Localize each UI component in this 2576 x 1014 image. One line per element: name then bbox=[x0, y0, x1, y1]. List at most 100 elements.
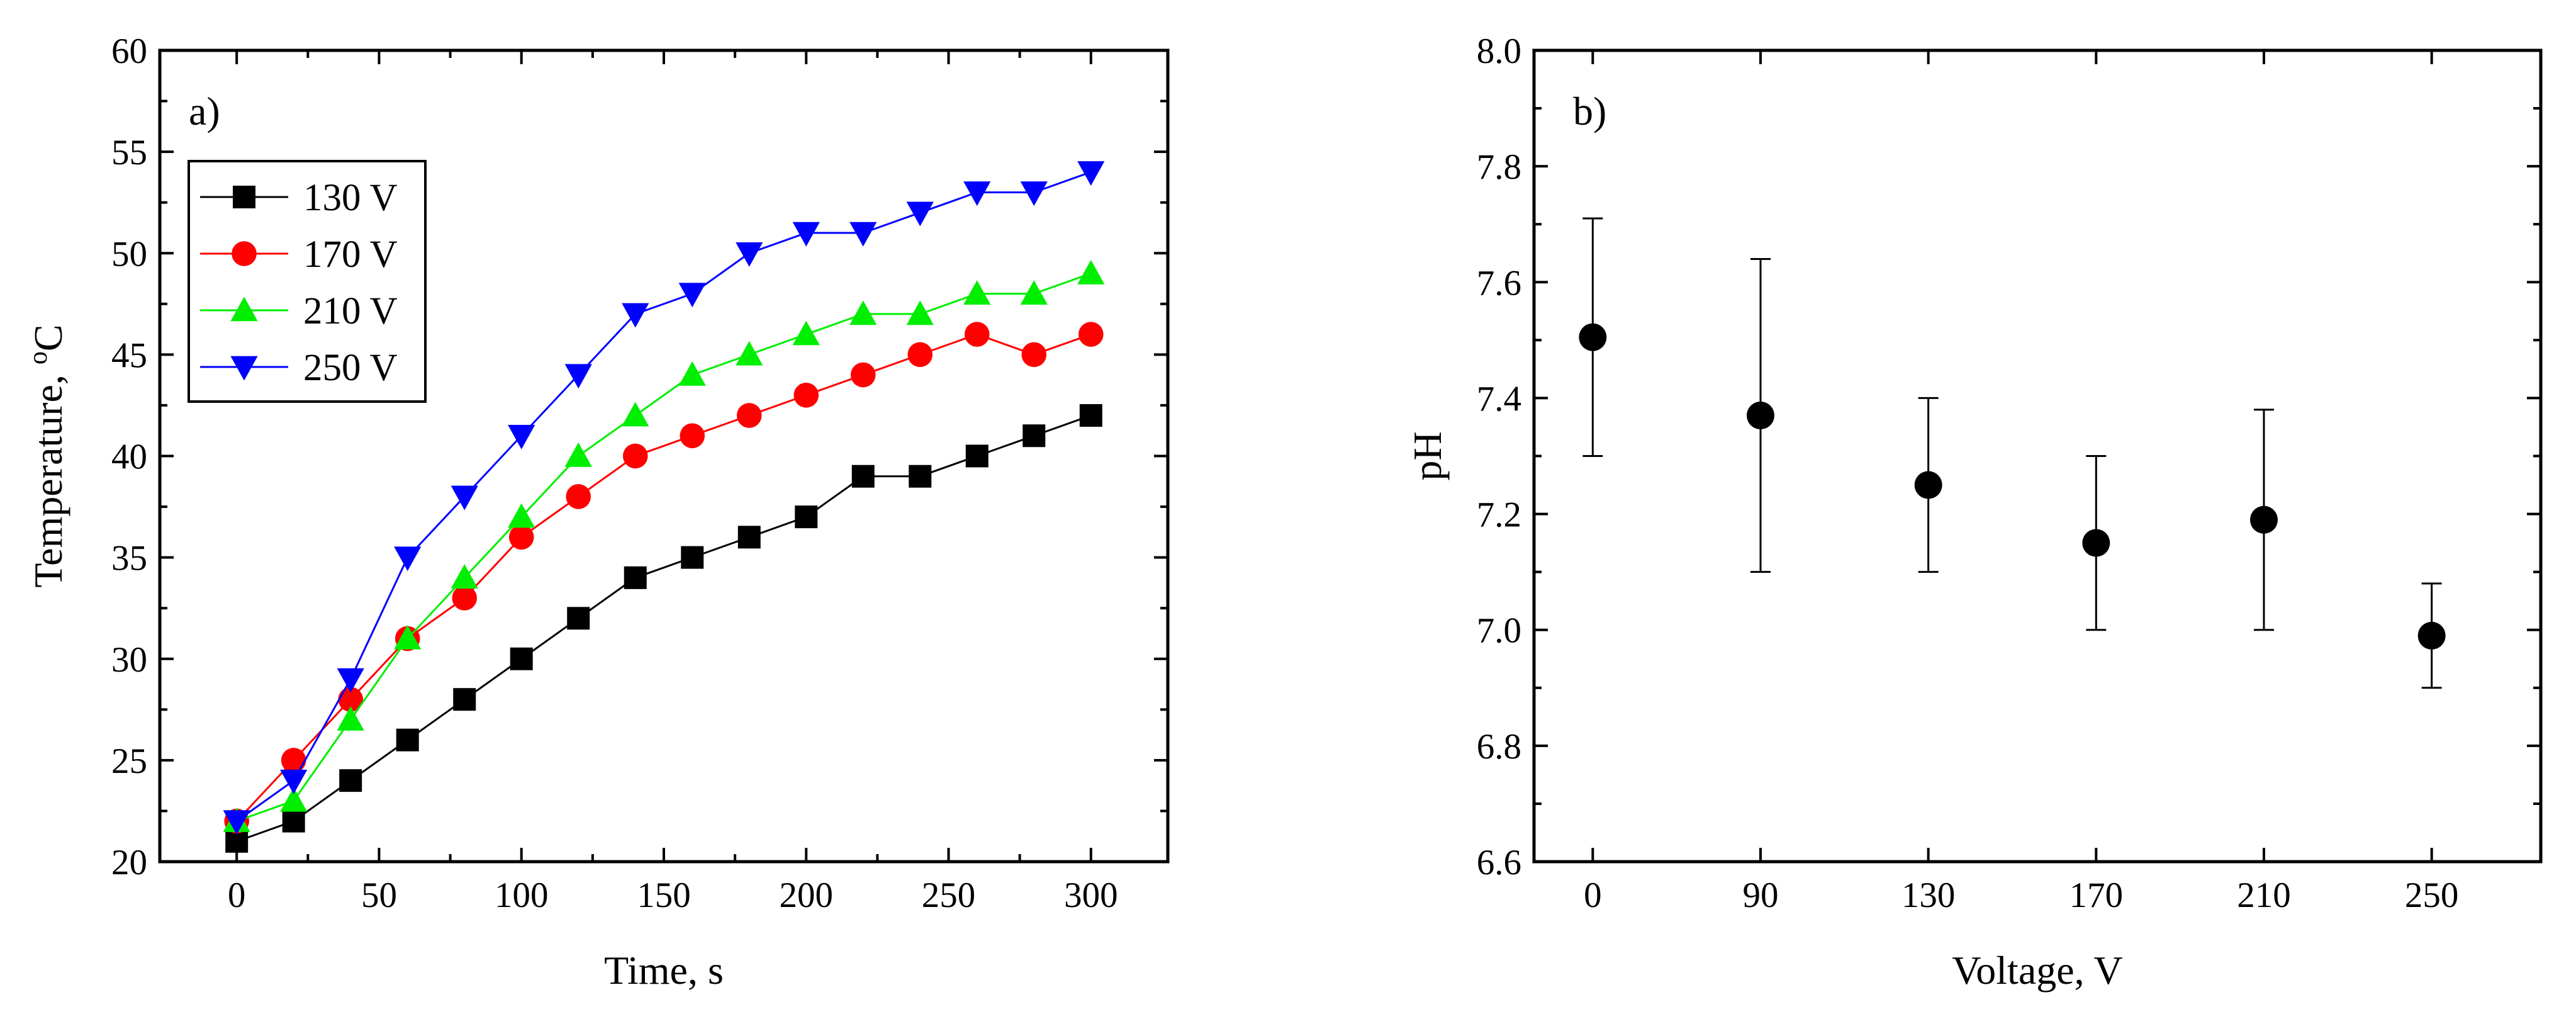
data-point-250v bbox=[963, 181, 991, 206]
data-point-210v bbox=[508, 503, 535, 528]
legend-marker bbox=[232, 241, 257, 266]
data-point-250v bbox=[792, 222, 820, 247]
data-point-210v bbox=[906, 300, 934, 325]
data-point-130v bbox=[909, 465, 932, 488]
x-tick-label: 300 bbox=[1064, 876, 1118, 915]
y-tick-label: 55 bbox=[111, 133, 147, 172]
data-point-210v bbox=[451, 564, 478, 589]
y-tick-label: 40 bbox=[111, 437, 147, 477]
y-axis-label: pH bbox=[1405, 431, 1450, 480]
y-tick-label: 6.6 bbox=[1477, 843, 1521, 882]
data-point-250v bbox=[1077, 161, 1105, 186]
x-tick-label: 200 bbox=[780, 876, 834, 915]
data-point-170v bbox=[1078, 322, 1104, 347]
data-point-210v bbox=[1077, 259, 1105, 284]
data-point-210v bbox=[849, 300, 877, 325]
x-tick-label: 100 bbox=[495, 876, 549, 915]
data-point-210v bbox=[1020, 280, 1048, 305]
panel-label: a) bbox=[189, 89, 220, 133]
data-point-130v bbox=[795, 505, 818, 529]
data-point-170v bbox=[907, 342, 933, 368]
legend-label: 250 V bbox=[303, 347, 398, 389]
data-point-130v bbox=[737, 526, 761, 549]
data-point-130v bbox=[567, 607, 590, 630]
chart-temperature-vs-time: 0 50 100 150 200 250 300 20 25 30 35 40 45 50 55 60 Time… bbox=[24, 31, 1170, 993]
data-point-250v bbox=[337, 668, 364, 693]
data-point-210v bbox=[736, 341, 763, 366]
y-tick-label: 50 bbox=[111, 234, 147, 274]
data-point-170v bbox=[281, 748, 306, 773]
data-point-210v bbox=[622, 402, 649, 427]
data-point-250v bbox=[906, 201, 934, 227]
data-point-130v bbox=[453, 688, 476, 711]
legend-label: 170 V bbox=[303, 234, 398, 276]
data-point bbox=[2082, 529, 2110, 557]
data-point-250v bbox=[622, 303, 649, 328]
data-point-250v bbox=[280, 769, 308, 794]
data-point-170v bbox=[736, 403, 762, 428]
series-line-170v bbox=[236, 333, 1092, 822]
y-tick-label: 7.8 bbox=[1477, 147, 1521, 187]
data-point-170v bbox=[508, 524, 534, 550]
data-point-170v bbox=[793, 383, 819, 408]
y-tick-label: 6.8 bbox=[1477, 727, 1521, 767]
data-point-130v bbox=[396, 728, 419, 752]
data-point-170v bbox=[964, 322, 990, 347]
x-tick-label: 250 bbox=[922, 876, 976, 915]
data-point-130v bbox=[339, 769, 362, 792]
data-point-130v bbox=[624, 566, 647, 589]
y-tick-label: 7.0 bbox=[1477, 611, 1521, 651]
y-tick-label: 7.6 bbox=[1477, 263, 1521, 303]
data-point-170v bbox=[452, 585, 478, 611]
data-point-250v bbox=[678, 283, 706, 308]
legend-marker bbox=[230, 356, 258, 381]
data-point-250v bbox=[849, 222, 877, 247]
data-point-130v bbox=[681, 546, 704, 569]
x-tick-label: 50 bbox=[361, 876, 397, 915]
data-point-170v bbox=[338, 687, 364, 712]
data-point-250v bbox=[394, 546, 422, 572]
data-point-250v bbox=[1020, 181, 1048, 206]
legend: 130 V 170 V 210 V 250 V bbox=[188, 160, 427, 403]
x-axis-label: Voltage, V bbox=[1952, 948, 2122, 993]
x-tick-label: 0 bbox=[1584, 876, 1602, 915]
data-point-210v bbox=[564, 442, 592, 467]
x-tick-label: 90 bbox=[1743, 876, 1779, 915]
data-point-170v bbox=[1021, 342, 1047, 368]
data-point-130v bbox=[1079, 404, 1102, 427]
legend-label: 210 V bbox=[303, 290, 398, 332]
data-point-250v bbox=[451, 485, 478, 510]
legend-marker bbox=[233, 186, 255, 208]
data-point-130v bbox=[510, 647, 533, 670]
x-tick-label: 250 bbox=[2405, 876, 2459, 915]
y-tick-label: 45 bbox=[111, 335, 147, 375]
data-point-210v bbox=[678, 361, 706, 386]
data-point-210v bbox=[792, 320, 820, 346]
y-tick-label: 20 bbox=[111, 843, 147, 882]
data-point bbox=[2417, 621, 2446, 650]
data-point bbox=[1914, 471, 1942, 499]
data-point-170v bbox=[622, 443, 648, 469]
series-line-210v bbox=[236, 273, 1092, 822]
y-axis-label: Temperature, oC bbox=[24, 324, 70, 587]
data-point-170v bbox=[680, 423, 705, 449]
x-axis-label: Time, s bbox=[604, 948, 724, 993]
data-point bbox=[1747, 402, 1774, 430]
data-point-250v bbox=[564, 364, 592, 389]
data-point-210v bbox=[337, 706, 364, 731]
data-point bbox=[1579, 323, 1607, 351]
data-point-210v bbox=[394, 624, 422, 650]
x-tick-label: 170 bbox=[2069, 876, 2124, 915]
y-tick-label: 35 bbox=[111, 539, 147, 578]
x-tick-label: 0 bbox=[228, 876, 246, 915]
series-line-250v bbox=[236, 171, 1092, 822]
data-point-170v bbox=[850, 362, 876, 388]
y-tick-label: 7.4 bbox=[1477, 379, 1521, 419]
data-point-130v bbox=[1022, 424, 1046, 448]
y-tick-label: 7.2 bbox=[1477, 495, 1521, 535]
x-tick-label: 130 bbox=[1901, 876, 1956, 915]
y-tick-label: 8.0 bbox=[1477, 31, 1521, 71]
series-line-130v bbox=[236, 414, 1092, 843]
data-point-250v bbox=[736, 242, 763, 267]
data-point-130v bbox=[851, 465, 875, 488]
